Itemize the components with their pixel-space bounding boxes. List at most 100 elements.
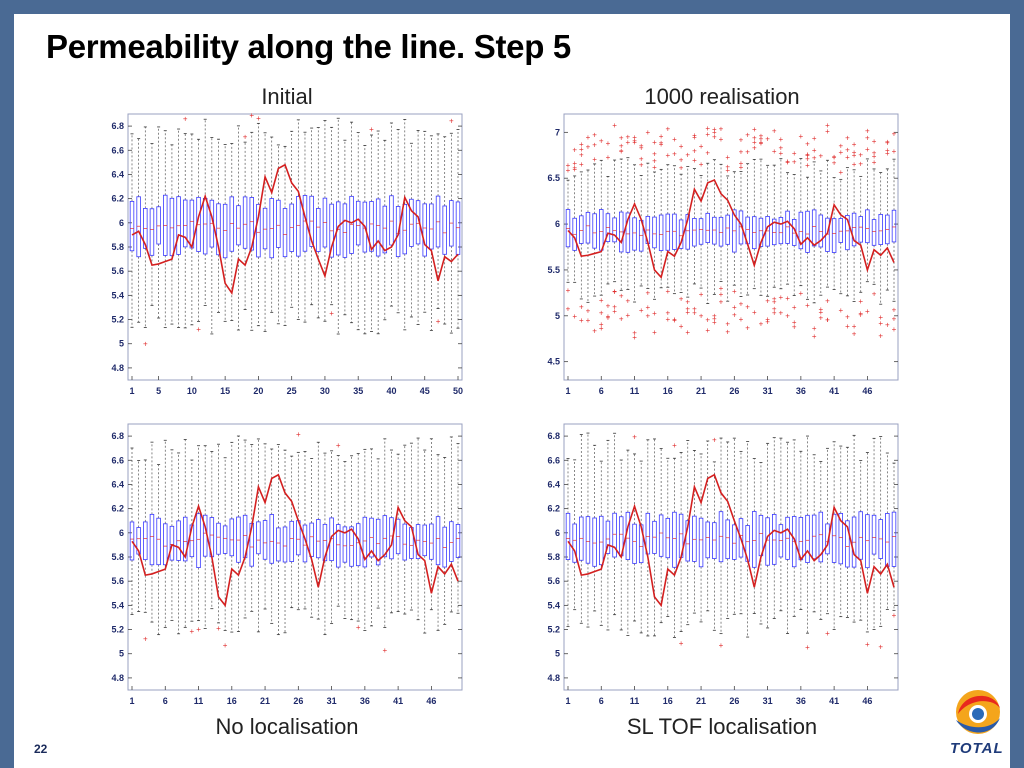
x-tick-label: 41 — [829, 386, 839, 396]
outlier-point: + — [619, 146, 624, 155]
box — [422, 524, 427, 557]
outlier-point: + — [792, 149, 797, 158]
box — [402, 523, 408, 561]
box — [316, 519, 321, 559]
x-tick-label: 6 — [599, 696, 604, 706]
box — [858, 511, 863, 560]
outlier-point: + — [818, 305, 823, 314]
box — [242, 196, 248, 249]
box — [382, 515, 388, 558]
plot-frame — [127, 113, 463, 381]
outlier-point: + — [705, 148, 710, 157]
box — [705, 521, 710, 559]
outlier-point: + — [632, 136, 637, 145]
outlier-point: + — [892, 315, 897, 324]
outlier-point: + — [712, 314, 717, 323]
x-tick-label: 31 — [763, 696, 773, 706]
x-tick-label: 30 — [320, 386, 330, 396]
outlier-point: + — [692, 308, 697, 317]
box — [658, 514, 664, 557]
outlier-point: + — [785, 312, 790, 321]
slide-number: 22 — [34, 742, 48, 756]
x-tick-label: 16 — [663, 696, 673, 706]
y-tick-label: 5.6 — [547, 576, 560, 586]
box — [612, 512, 617, 558]
outlier-point: + — [612, 288, 617, 297]
outlier-point: + — [719, 290, 724, 299]
outlier-point: + — [296, 430, 301, 439]
box — [805, 514, 810, 563]
outlier-point: + — [752, 143, 757, 152]
box — [236, 516, 241, 563]
box — [778, 217, 784, 245]
x-tick-label: 35 — [353, 386, 363, 396]
box — [698, 218, 704, 245]
outlier-point: + — [566, 166, 571, 175]
box — [256, 203, 261, 258]
outlier-point: + — [632, 329, 637, 338]
outlier-point: + — [719, 125, 724, 134]
right-border — [1010, 0, 1024, 768]
box — [262, 520, 268, 560]
box — [149, 208, 155, 256]
outlier-point: + — [143, 635, 148, 644]
box — [156, 206, 161, 245]
outlier-point: + — [699, 311, 704, 320]
box — [818, 511, 824, 563]
box — [718, 511, 724, 563]
y-tick-label: 6.5 — [547, 173, 560, 183]
outlier-point: + — [832, 153, 837, 162]
outlier-point: + — [765, 134, 770, 143]
outlier-point: + — [872, 137, 877, 146]
outlier-point: + — [592, 130, 597, 139]
outlier-point: + — [685, 308, 690, 317]
outlier-point: + — [779, 149, 784, 158]
outlier-point: + — [805, 139, 810, 148]
outlier-point: + — [872, 158, 877, 167]
y-tick-label: 6.4 — [111, 169, 124, 179]
x-tick-label: 36 — [360, 696, 370, 706]
outlier-point: + — [852, 151, 857, 160]
outlier-point: + — [369, 125, 374, 134]
outlier-point: + — [745, 131, 750, 140]
y-tick-label: 4.8 — [547, 673, 560, 683]
box — [216, 522, 221, 555]
box — [625, 212, 631, 253]
outlier-point: + — [858, 151, 863, 160]
box — [585, 516, 591, 564]
outlier-point: + — [223, 641, 228, 650]
box — [772, 514, 777, 565]
outlier-point: + — [785, 158, 790, 167]
outlier-point: + — [885, 138, 890, 147]
outlier-point: + — [665, 315, 670, 324]
outlier-point: + — [679, 322, 684, 331]
slide-title: Permeability along the line. Step 5 — [46, 28, 571, 65]
outlier-point: + — [772, 305, 777, 314]
outlier-point: + — [792, 318, 797, 327]
x-tick-label: 21 — [696, 386, 706, 396]
outlier-point: + — [679, 142, 684, 151]
box — [712, 216, 717, 245]
outlier-point: + — [592, 155, 597, 164]
chart-no-localisation: 4.855.25.45.65.866.26.46.66.81 6 11 16 21 26 3… — [111, 423, 463, 706]
box — [349, 195, 354, 254]
box — [865, 514, 870, 569]
outlier-point: + — [685, 328, 690, 337]
outlier-point: + — [805, 643, 810, 652]
outlier-point: + — [745, 302, 750, 311]
outlier-point: + — [712, 318, 717, 327]
outlier-point: + — [652, 309, 657, 318]
outlier-point: + — [143, 340, 148, 349]
box — [442, 205, 447, 255]
outlier-point: + — [892, 305, 897, 314]
outlier-point: + — [692, 146, 697, 155]
outlier-point: + — [249, 111, 254, 120]
y-tick-label: 5.4 — [111, 290, 124, 300]
outlier-point: + — [699, 142, 704, 151]
outlier-point: + — [792, 303, 797, 312]
x-tick-label: 16 — [227, 696, 237, 706]
outlier-point: + — [752, 308, 757, 317]
box — [871, 514, 877, 555]
outlier-point: + — [685, 305, 690, 314]
box — [449, 521, 454, 562]
